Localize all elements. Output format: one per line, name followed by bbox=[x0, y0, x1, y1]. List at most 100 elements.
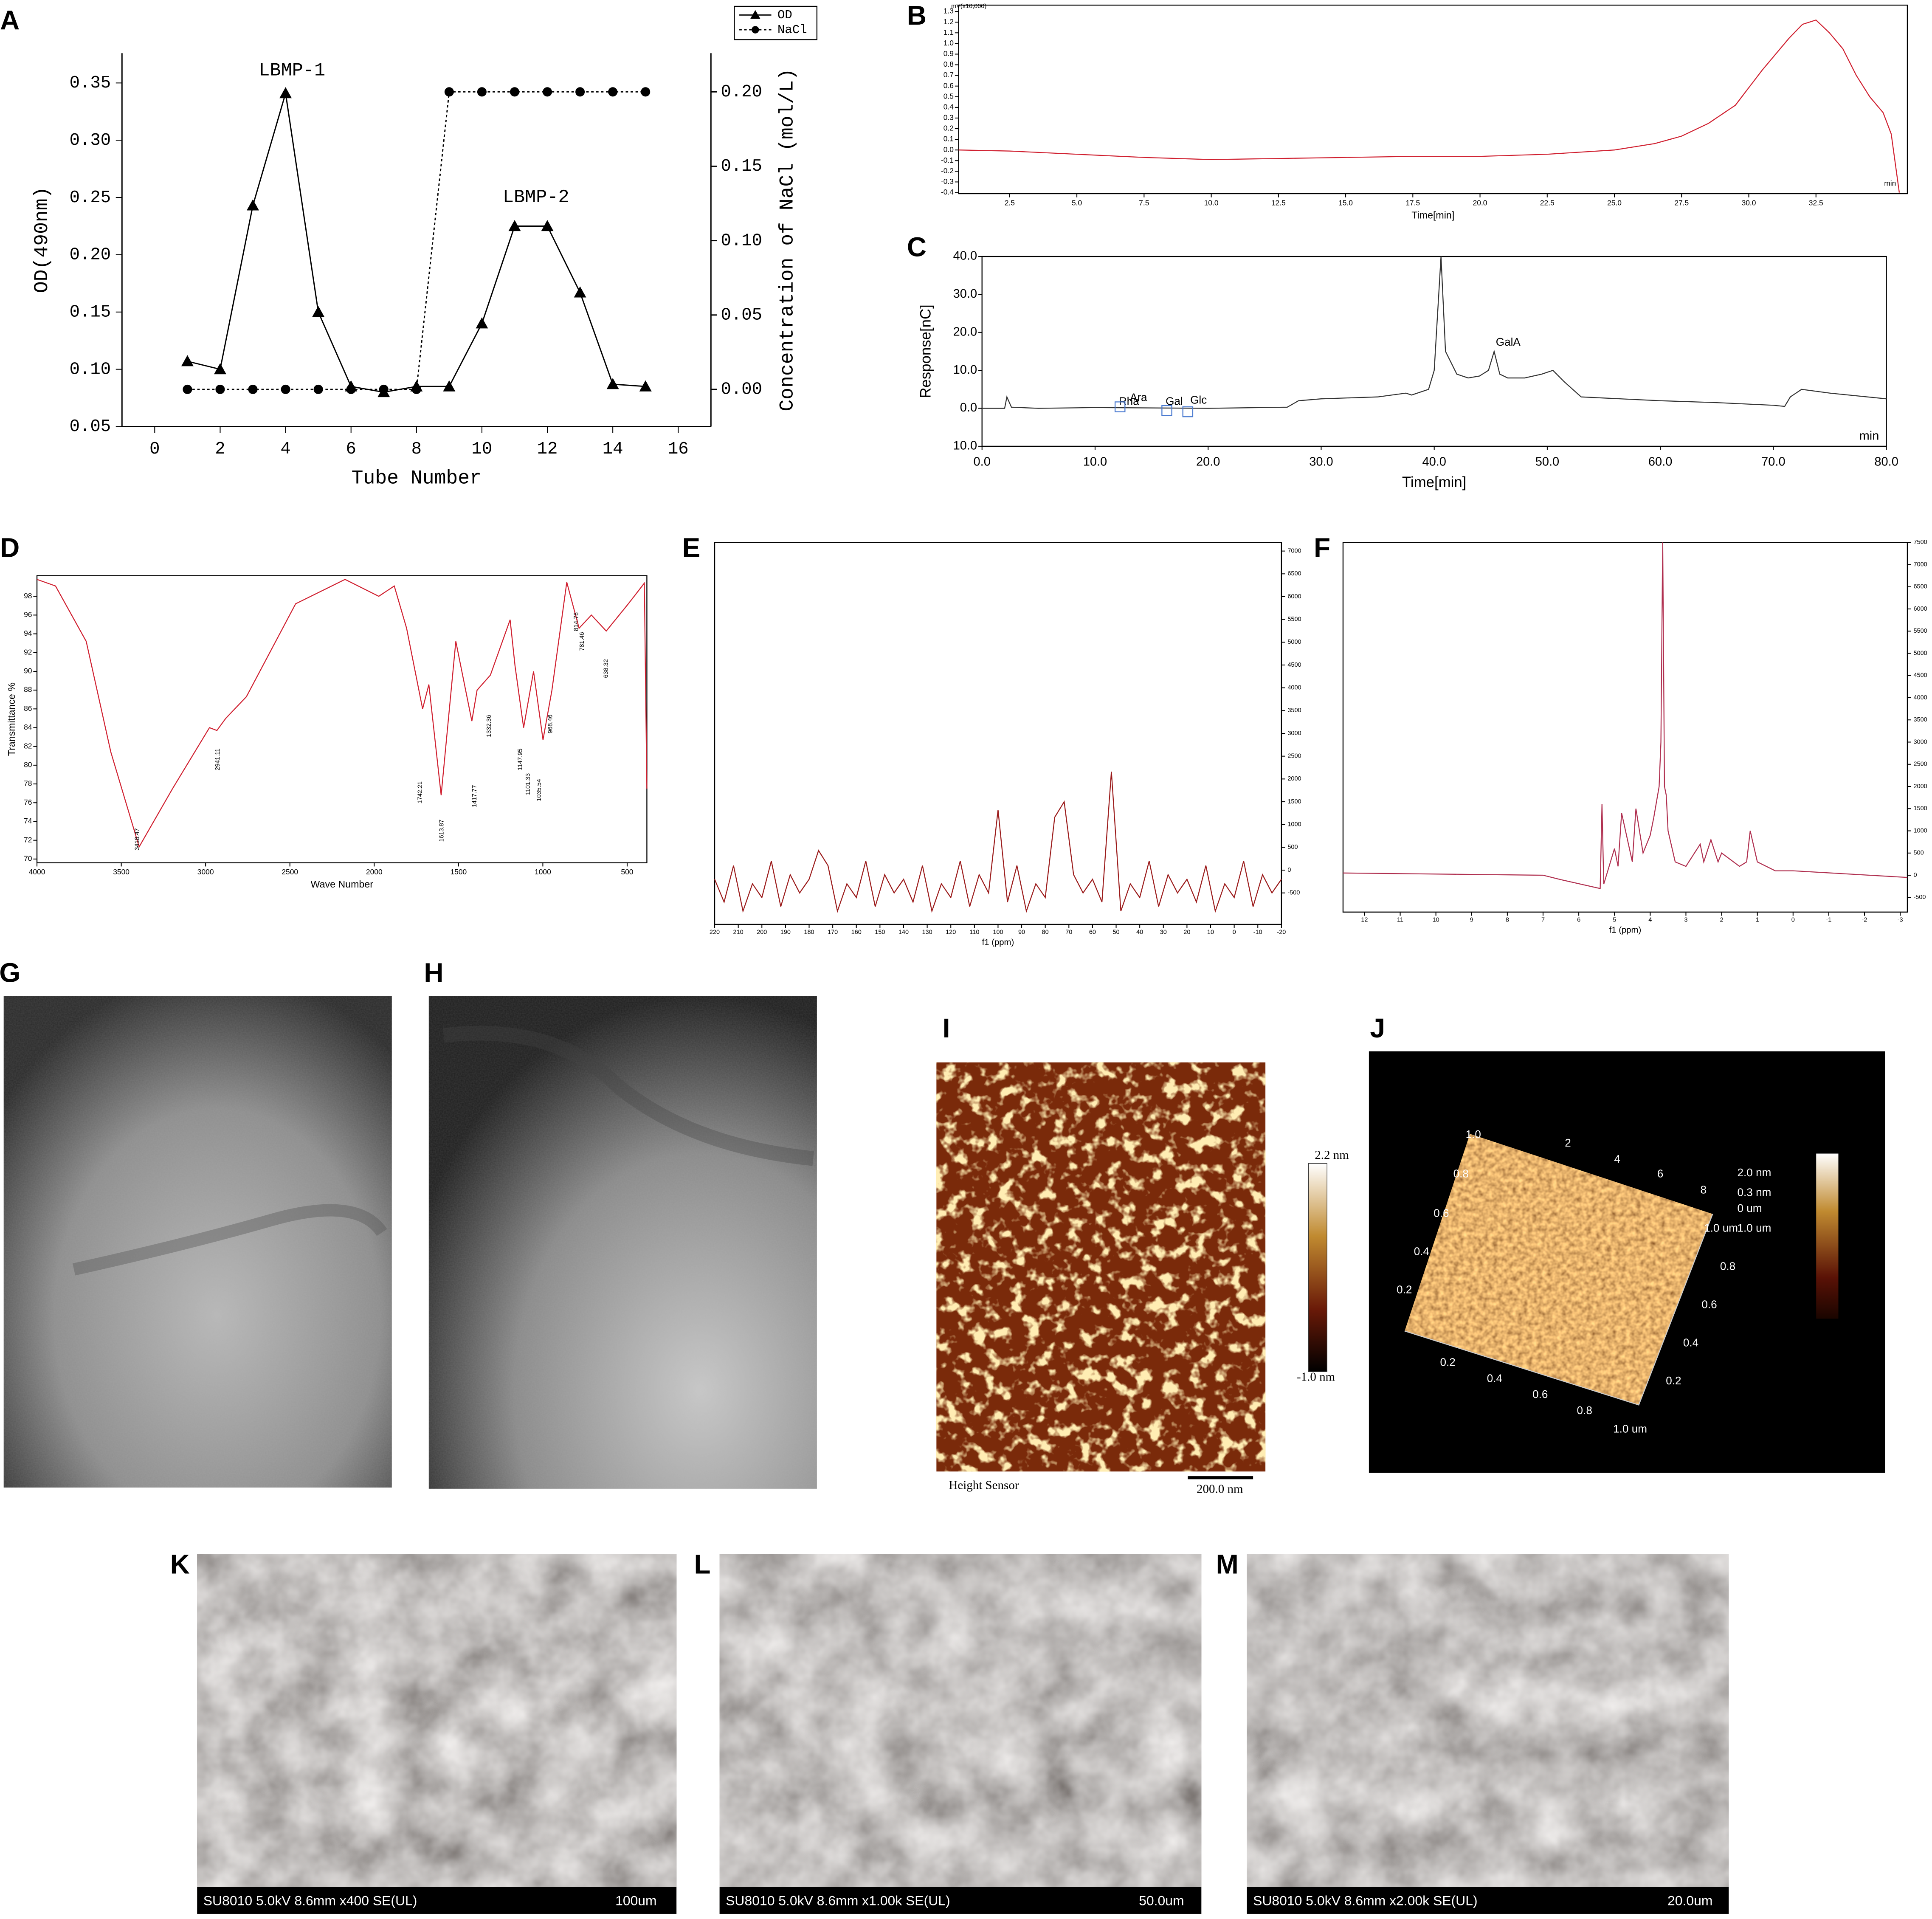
y-tick-label: 2500 bbox=[1913, 761, 1927, 768]
color-bar bbox=[1816, 1153, 1839, 1319]
sem-info: SU8010 5.0kV 8.6mm x400 SE(UL) bbox=[203, 1893, 417, 1908]
y-tick-label: 1500 bbox=[1287, 798, 1301, 805]
axis-label: 0.4 bbox=[1487, 1372, 1502, 1384]
peak-label: 3418.47 bbox=[134, 828, 141, 850]
x-tick-label: 4 bbox=[280, 440, 290, 459]
tem-texture bbox=[3, 996, 392, 1488]
y2-tick-label: 0.05 bbox=[721, 305, 762, 325]
x-unit: min bbox=[1859, 429, 1879, 442]
y-tick-label: 0.30 bbox=[70, 131, 111, 150]
y-tick-label: -0.4 bbox=[941, 188, 954, 196]
x-tick-label: 6 bbox=[1577, 916, 1580, 923]
x-tick-label: 2500 bbox=[282, 868, 298, 876]
x-tick-label: 40.0 bbox=[1422, 455, 1446, 468]
x-tick-label: 130 bbox=[922, 929, 932, 936]
axis-label: 2 bbox=[1565, 1136, 1571, 1149]
x-tick-label: 170 bbox=[828, 929, 838, 936]
sem-info: SU8010 5.0kV 8.6mm x2.00k SE(UL) bbox=[1253, 1893, 1477, 1908]
y-tick-label: 0 bbox=[1287, 867, 1291, 874]
x-tick-label: 150 bbox=[875, 929, 885, 936]
sem-scale: 50.0um bbox=[1139, 1893, 1184, 1908]
legend-label: NaCl bbox=[777, 23, 807, 37]
x-tick-label: 1000 bbox=[535, 868, 551, 876]
point-marker bbox=[248, 384, 258, 394]
y-tick-label: 0.8 bbox=[943, 60, 954, 68]
y-tick-label: 78 bbox=[24, 779, 32, 788]
y-tick-label: 1.1 bbox=[943, 28, 954, 37]
x-tick-label: 25.0 bbox=[1607, 198, 1622, 207]
y-tick-label: 4000 bbox=[1913, 694, 1927, 701]
x-tick-label: 50.0 bbox=[1535, 455, 1559, 468]
panel-letter: H bbox=[424, 958, 443, 988]
y-tick-label: 72 bbox=[24, 835, 32, 844]
x-tick-label: 60 bbox=[1089, 929, 1096, 936]
y-tick-label: 1.3 bbox=[943, 7, 954, 15]
point-marker bbox=[543, 87, 552, 97]
y-tick-label: 40.0 bbox=[953, 249, 977, 263]
y2-tick-label: 0.00 bbox=[721, 380, 762, 400]
x-tick-label: 8 bbox=[411, 440, 422, 459]
peak-label: 1035.54 bbox=[536, 779, 543, 801]
y-tick-label: 1.2 bbox=[943, 17, 954, 26]
y-tick-label: 2500 bbox=[1287, 753, 1301, 760]
panel-letter: A bbox=[0, 5, 20, 36]
point-marker bbox=[574, 286, 586, 298]
panel-letter: C bbox=[907, 231, 927, 262]
x-tick-label: 80.0 bbox=[1874, 455, 1898, 468]
scale-max: 2.2 nm bbox=[1315, 1148, 1349, 1162]
series-line bbox=[958, 19, 1900, 193]
info-bar bbox=[197, 1887, 677, 1914]
panel-letter: I bbox=[943, 1013, 950, 1043]
y-tick-label: 6500 bbox=[1287, 570, 1301, 577]
panel-g bbox=[3, 996, 392, 1488]
y-tick-label: 0.3 bbox=[943, 113, 954, 122]
y-tick-label: 3500 bbox=[1913, 716, 1927, 723]
peak-label: 814.78 bbox=[573, 612, 580, 631]
peak-label: 1101.33 bbox=[525, 773, 532, 795]
x-tick-label: 210 bbox=[733, 929, 744, 936]
x-tick-label: 27.5 bbox=[1674, 198, 1689, 207]
y-tick-label: 7000 bbox=[1913, 561, 1927, 568]
y-tick-label: 74 bbox=[24, 817, 32, 825]
y-tick-label: 5000 bbox=[1913, 650, 1927, 657]
x-tick-label: 220 bbox=[710, 929, 720, 936]
y-tick-label: 80 bbox=[24, 761, 32, 769]
sem-scale: 100um bbox=[615, 1893, 657, 1908]
x-tick-label: 11 bbox=[1397, 916, 1403, 923]
panel-letter: E bbox=[682, 533, 701, 563]
legend-label: OD bbox=[777, 8, 792, 22]
panel-l: SU8010 5.0kV 8.6mm x1.00k SE(UL) 50.0um bbox=[719, 1554, 1202, 1914]
peak-label: 1417.77 bbox=[471, 785, 478, 807]
x-tick-label: 5 bbox=[1613, 916, 1616, 923]
axis-label: 1.0 um bbox=[1704, 1221, 1738, 1234]
x-tick-label: 12 bbox=[1361, 916, 1368, 923]
point-marker bbox=[508, 220, 521, 231]
y-tick-label: -500 bbox=[1287, 890, 1300, 896]
axis-label: 1.0 um bbox=[1613, 1422, 1647, 1435]
point-marker bbox=[312, 306, 325, 317]
point-marker bbox=[608, 87, 618, 97]
x-tick-label: 10 bbox=[1207, 929, 1214, 936]
y-tick-label: 1500 bbox=[1913, 805, 1927, 812]
y-tick-label: 0.0 bbox=[943, 145, 954, 154]
point-marker bbox=[313, 384, 323, 394]
series-line bbox=[187, 91, 646, 390]
plot-frame bbox=[1342, 542, 1908, 913]
sem-image bbox=[1247, 1554, 1729, 1914]
annotation: LBMP-1 bbox=[259, 60, 325, 81]
y-tick-label: 0 bbox=[1913, 872, 1917, 879]
y-tick-label: 0.6 bbox=[943, 81, 954, 90]
y2-axis-label: Concentration of NaCl (mol/L) bbox=[776, 68, 799, 411]
x-tick-label: 110 bbox=[969, 929, 979, 936]
peak-box bbox=[1114, 401, 1126, 412]
axis-label: 0.2 bbox=[1666, 1374, 1681, 1387]
point-marker bbox=[346, 384, 356, 394]
x-tick-label: 120 bbox=[946, 929, 956, 936]
x-tick-label: 60.0 bbox=[1648, 455, 1672, 468]
caption: Height Sensor bbox=[949, 1479, 1019, 1492]
x-tick-label: 10 bbox=[1433, 916, 1439, 923]
y-tick-label: 0.4 bbox=[943, 102, 954, 111]
x-tick-label: 40 bbox=[1136, 929, 1143, 936]
annotation: Rha bbox=[1119, 395, 1139, 407]
panel-letter: D bbox=[0, 533, 20, 563]
